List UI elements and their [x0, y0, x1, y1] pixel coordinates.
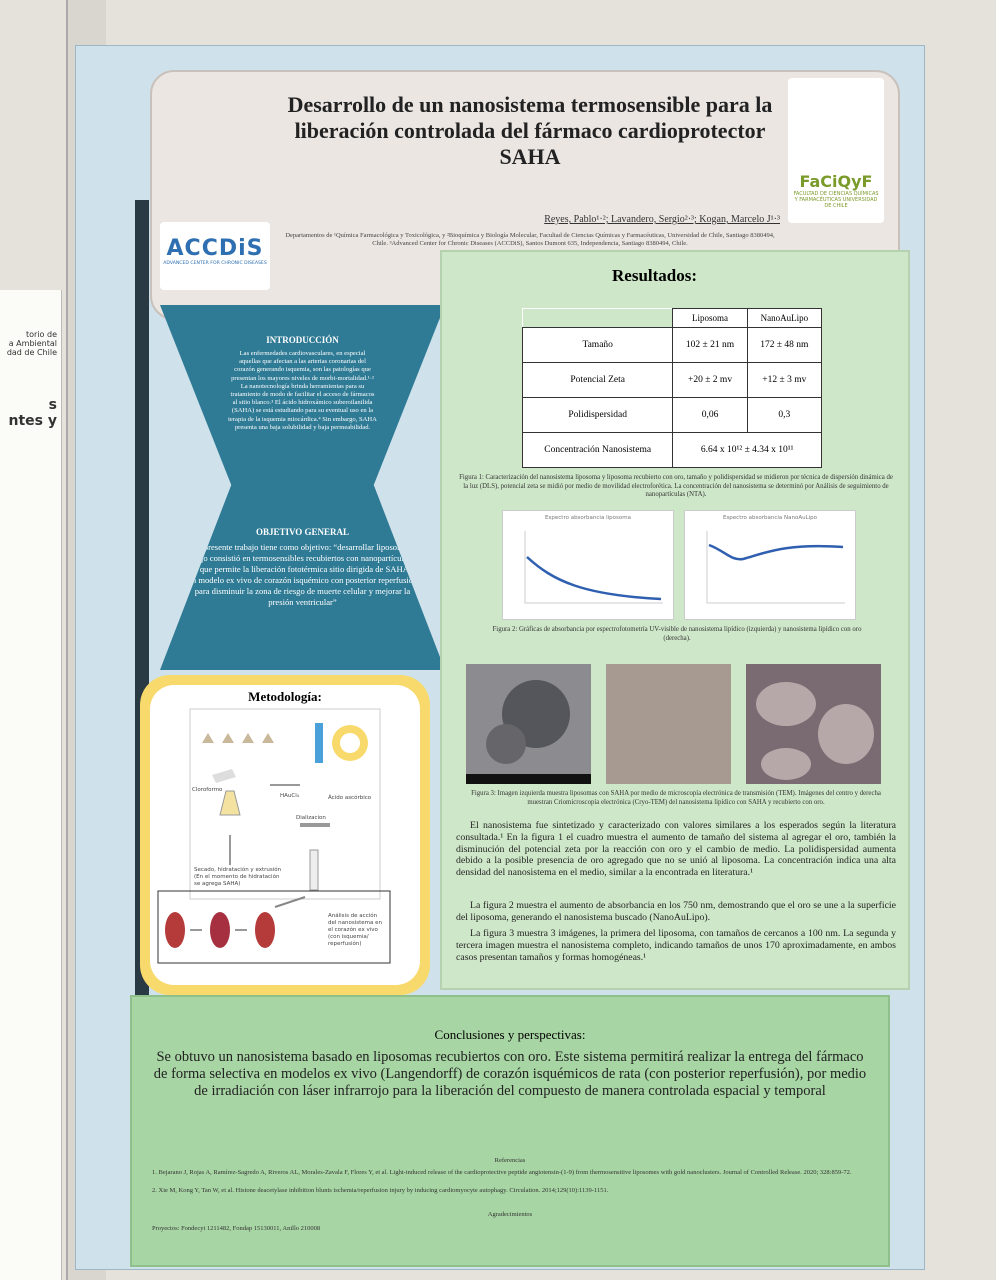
references-heading: Referencias [494, 1157, 526, 1164]
heading: INTRODUCCIÓN [266, 335, 339, 345]
heading: Metodología: [248, 689, 322, 704]
row: Concentración Nanosistema 6.64 x 10¹² ± 4… [521, 432, 822, 468]
heading: Resultados: [612, 266, 698, 285]
cell: 0,3 [746, 397, 823, 433]
text: Las enfermedades cardiovasculares, en es… [228, 350, 377, 431]
paragraph: La figura 3 muestra 3 imágenes, la prime… [456, 928, 896, 963]
tem-image [466, 664, 591, 784]
label: Dializacion [296, 815, 326, 821]
methodology-diagram [157, 708, 391, 964]
logo-name: ACCDiS [166, 236, 264, 261]
fragment: a Ambiental [8, 339, 57, 348]
fragment: torio de [26, 330, 57, 339]
label: Secado, hidratación y extrusión (En el m… [194, 867, 282, 887]
label: HAuCl₄ [280, 793, 299, 799]
row: Polidispersidad 0,06 0,3 [521, 397, 823, 433]
results-panel: Resultados: Liposoma NanoAuLipo Tamaño 10… [440, 250, 910, 990]
paragraph: La figura 2 muestra el aumento de absorb… [456, 900, 896, 923]
logo-accdis: ACCDiS ADVANCED CENTER FOR CHRONIC DISEA… [160, 222, 270, 290]
header-row: Liposoma NanoAuLipo [522, 308, 823, 328]
logo-name: FaCiQyF [799, 172, 873, 191]
cell: 0,06 [672, 397, 748, 433]
label: Ácido ascórbico [328, 795, 372, 801]
acknowledgements-heading: Agradecimientos [487, 1211, 533, 1218]
conclusions-panel: Conclusiones y perspectivas: Se obtuvo u… [130, 995, 890, 1267]
cell: Potencial Zeta [521, 362, 674, 398]
fragment: s [48, 397, 57, 413]
paragraph: El nanosistema fue sintetizado y caracte… [456, 820, 896, 879]
authors: Reyes, Pablo¹·²; Lavandero, Sergio²·³; K… [544, 214, 780, 225]
text: El presente trabajo tiene como objetivo:… [183, 542, 422, 607]
affiliation: Departamentos de ¹Química Farmacológica … [285, 232, 775, 247]
cell: 6.64 x 10¹² ± 4.34 x 10¹¹ [672, 432, 822, 468]
fragment: dad de Chile [6, 348, 57, 357]
methodology-box: Metodología: Cloroformo HAuCl₄ Ácido asc… [140, 675, 430, 995]
fragment: ntes y [8, 413, 58, 429]
cell: 172 ± 48 nm [746, 327, 823, 363]
cell: +20 ± 2 mv [672, 362, 748, 398]
cryo-tem-image [746, 664, 881, 784]
text: Se obtuvo un nanosistema basado en lipos… [153, 1049, 867, 1099]
logo-faculty: FaCiQyF FACULTAD DE CIENCIAS QUÍMICAS Y … [788, 78, 884, 223]
methodology-panel: Metodología: Cloroformo HAuCl₄ Ácido asc… [150, 685, 420, 985]
results-table: Liposoma NanoAuLipo Tamaño 102 ± 21 nm 172… [521, 308, 823, 468]
intro-box: INTRODUCCIÓN Las enfermedades cardiovasc… [160, 305, 445, 485]
heading: Conclusiones y perspectivas: [434, 1027, 586, 1042]
cell: +12 ± 3 mv [746, 362, 823, 398]
graph-title: Espectro absorbancia NanoAuLipo [722, 515, 818, 521]
acknowledgements: Proyectos: Fondecyt 1211482, Fondap 1513… [152, 1225, 321, 1232]
label: Análisis de acción del nanosistema en el… [328, 913, 383, 947]
graph-plot [706, 531, 845, 604]
cell: Polidispersidad [521, 397, 674, 433]
cryo-tem-image [606, 664, 731, 784]
cell: 102 ± 21 nm [672, 327, 748, 363]
heading: OBJETIVO GENERAL [255, 527, 350, 537]
graph-plot [524, 531, 663, 604]
row: Potencial Zeta +20 ± 2 mv +12 ± 3 mv [521, 362, 823, 398]
figure-caption: Figura 3: Imagen izquierda muestra lipos… [471, 790, 881, 806]
label: Cloroformo [192, 787, 223, 793]
title: Desarrollo de un nanosistema termosensib… [287, 92, 773, 169]
graph-title: Espectro absorbancia liposoma [545, 515, 631, 521]
cell: Concentración Nanosistema [521, 432, 674, 468]
column-header: NanoAuLipo [746, 308, 823, 328]
graph: Espectro absorbancia liposoma [502, 510, 674, 620]
neighbor-poster: torio de a Ambiental dad de Chile s ntes… [0, 290, 62, 1280]
cell: Tamaño [521, 327, 674, 363]
figure-caption: Figura 2: Gráficas de absorbancia por es… [492, 626, 862, 642]
reference: 1. Bejarano J, Rojas A, Ramírez-Sagredo … [152, 1169, 852, 1176]
row: Tamaño 102 ± 21 nm 172 ± 48 nm [521, 327, 823, 363]
column-header: Liposoma [672, 308, 748, 328]
graph: Espectro absorbancia NanoAuLipo [684, 510, 856, 620]
logo-tagline: ADVANCED CENTER FOR CHRONIC DISEASES [163, 261, 267, 266]
reference: 2. Xie M, Kong Y, Tan W, et al. Histone … [152, 1187, 609, 1194]
figure-caption: Figura 1: Caracterización del nanosistem… [459, 474, 893, 498]
logo-tagline: FACULTAD DE CIENCIAS QUÍMICAS Y FARMACÉU… [793, 191, 879, 209]
